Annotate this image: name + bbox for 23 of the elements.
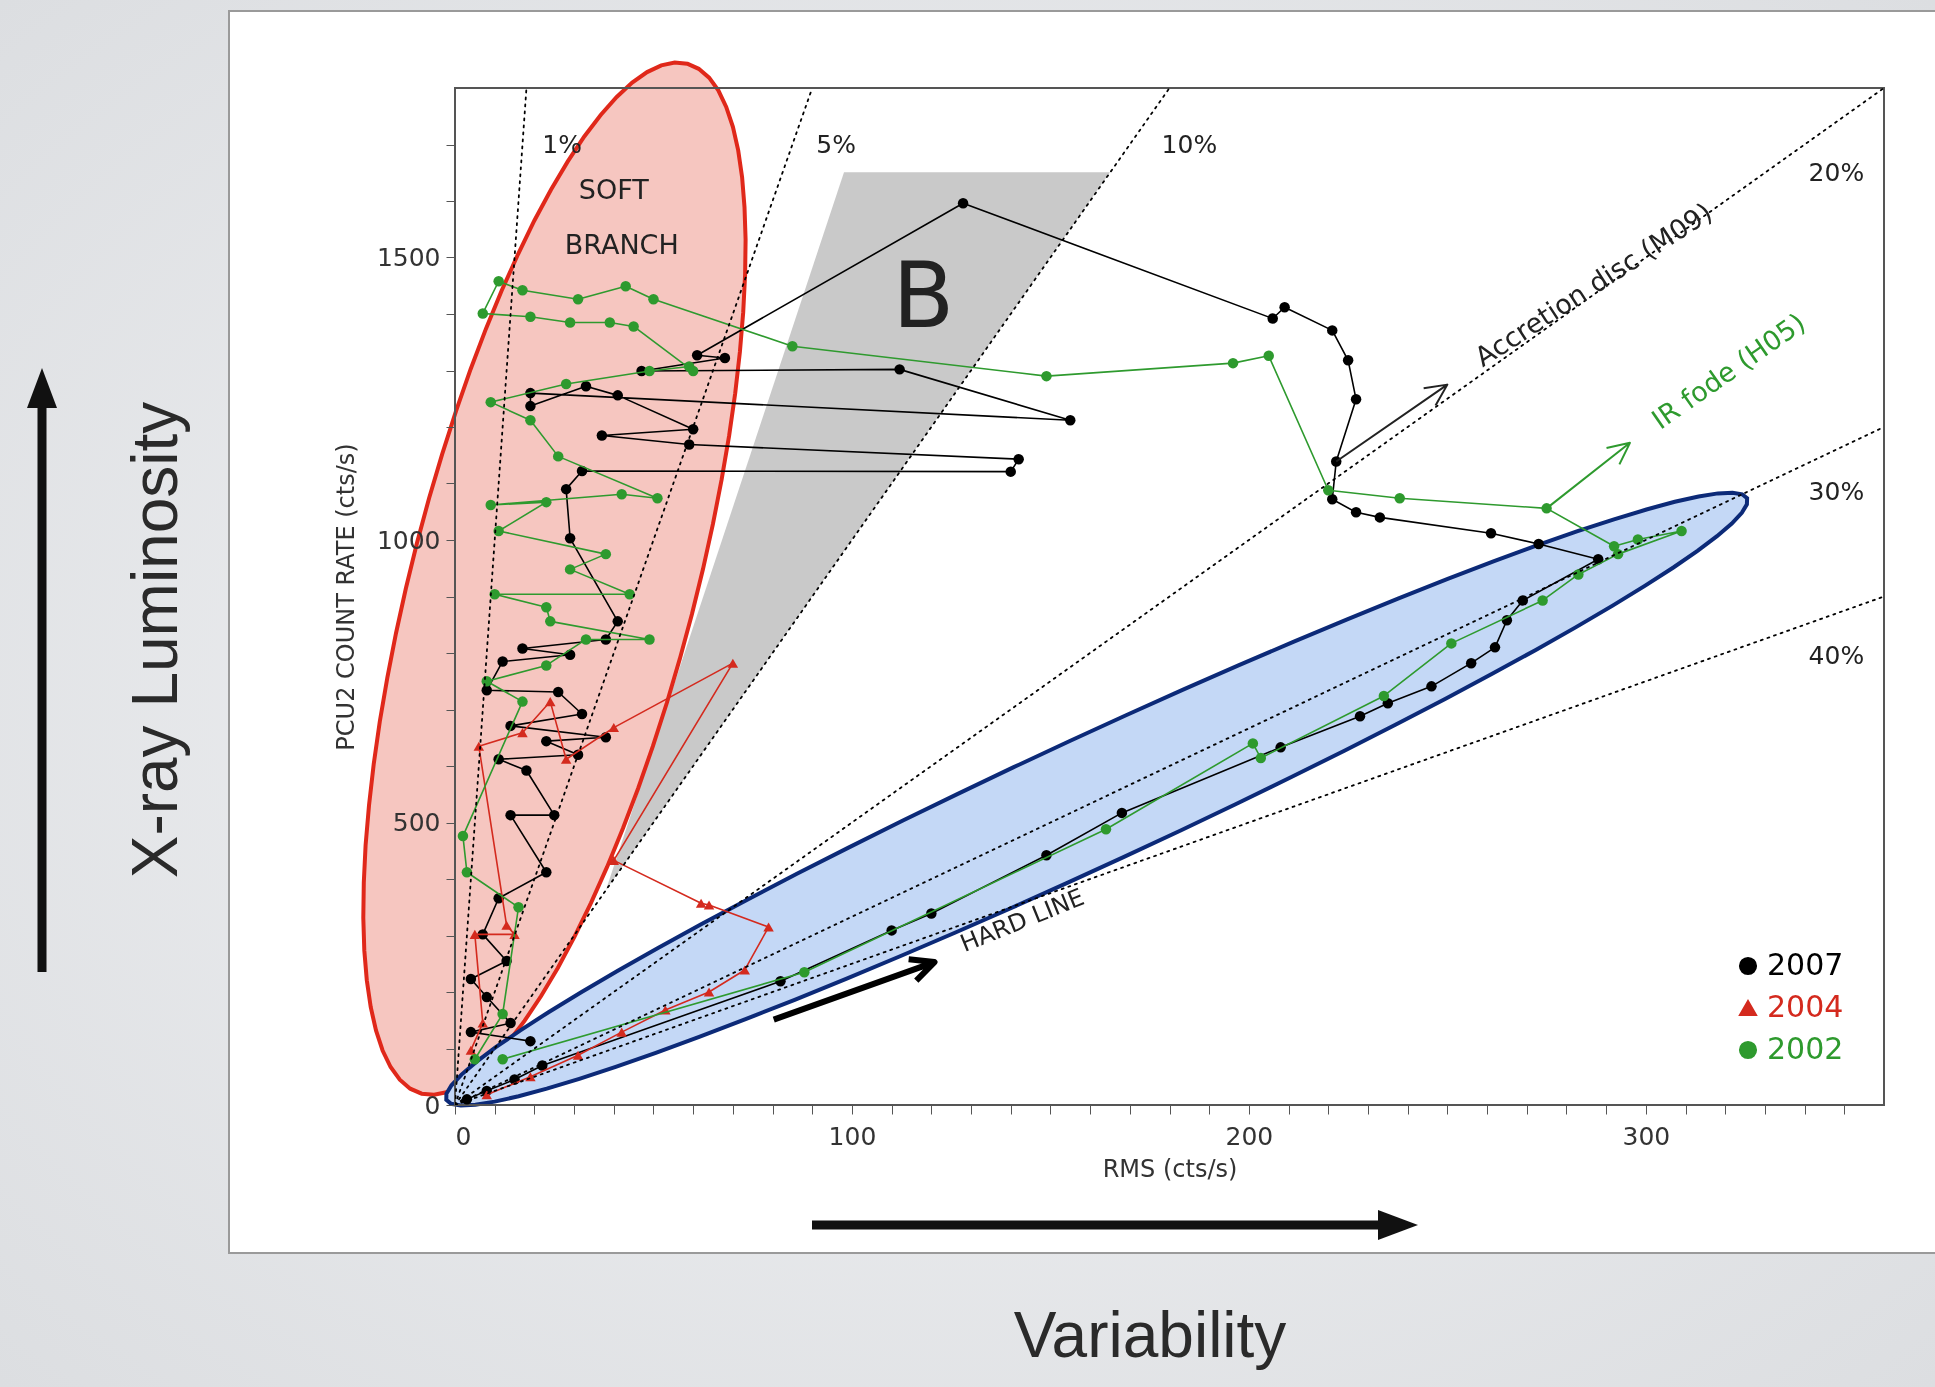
legend-label: 2002	[1767, 1031, 1844, 1066]
annotation: 10%	[1161, 129, 1218, 159]
annotation: 20%	[1808, 157, 1865, 187]
x-tick-label: 200	[1225, 1121, 1274, 1151]
text: X-ray Luminosity	[118, 401, 192, 879]
annotation: SOFT	[578, 173, 650, 205]
x-tick-label: 300	[1622, 1121, 1671, 1151]
text: Variability	[1013, 1298, 1287, 1372]
annotation: B	[892, 243, 955, 349]
legend-label: 2007	[1767, 947, 1844, 982]
x-tick-label: 100	[828, 1121, 877, 1151]
annotation: 40%	[1808, 640, 1865, 670]
y-axis-title: PCU2 COUNT RATE (cts/s)	[331, 443, 360, 751]
annotation: BRANCH	[564, 229, 679, 261]
annotation: 5%	[816, 129, 856, 159]
legend-label: 2004	[1767, 989, 1844, 1024]
annotation: HARD LINE	[956, 882, 1089, 958]
x-axis-title: RMS (cts/s)	[1102, 1154, 1238, 1183]
x-tick-label: 0	[455, 1121, 472, 1151]
annotation: 30%	[1808, 476, 1865, 506]
y-tick-label: 0	[424, 1090, 441, 1120]
y-tick-label: 1500	[376, 243, 441, 272]
y-tick-label: 500	[392, 808, 441, 837]
